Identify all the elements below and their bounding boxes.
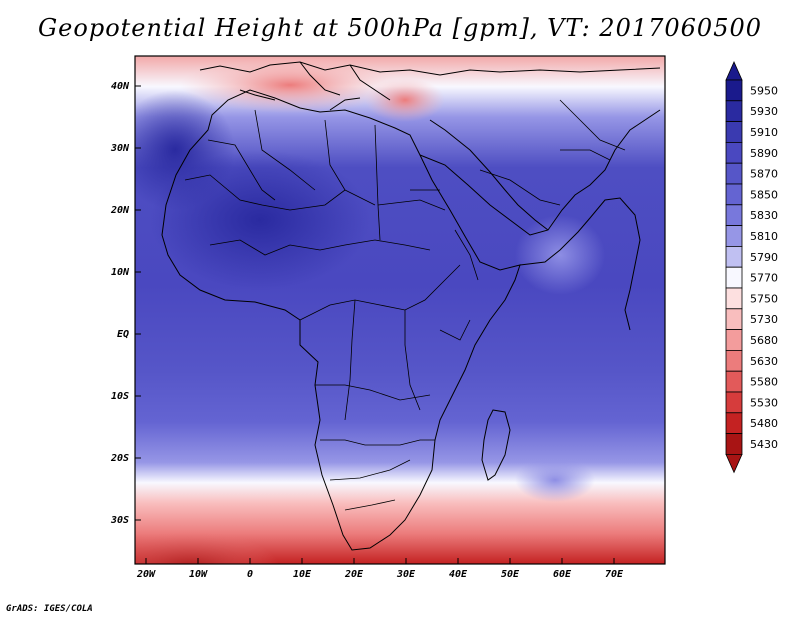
- height-field: [135, 56, 665, 564]
- lat-label: 40N: [111, 81, 130, 92]
- colorbar-label: 5580: [750, 376, 778, 389]
- colorbar-label: 5480: [750, 417, 778, 430]
- lon-label: 50E: [501, 569, 520, 580]
- colorbar-label: 5890: [750, 147, 778, 160]
- colorbar-swatch: [725, 121, 743, 143]
- longitude-axis: 20W 10W 0 10E 20E 30E 40E 50E 60E 70E: [136, 558, 624, 580]
- colorbar-label: 5790: [750, 251, 778, 264]
- colorbar-swatch: [725, 225, 743, 247]
- latitude-axis: 40N 30N 20N 10N EQ 10S 20S 30S: [110, 81, 141, 526]
- colorbar-label: 5910: [750, 126, 778, 139]
- lat-label: 30N: [110, 143, 130, 154]
- coastlines: [161, 61, 661, 551]
- colorbar-swatch: [725, 349, 743, 372]
- colorbar-swatch: [725, 433, 743, 455]
- colorbar-swatch: [725, 204, 743, 227]
- plot-frame: [134, 55, 666, 565]
- lat-label: 30S: [110, 515, 129, 526]
- lat-label: 10S: [111, 391, 129, 402]
- lon-label: 30E: [396, 569, 416, 580]
- lon-label: 20E: [344, 569, 364, 580]
- colorbar-swatch: [725, 183, 743, 206]
- lon-label: 10W: [189, 569, 208, 580]
- colorbar-label: 5950: [750, 84, 778, 97]
- colorbar-swatch: [725, 141, 743, 164]
- lon-label: 10E: [293, 569, 312, 580]
- colorbar-max-arrow: [725, 61, 743, 81]
- colorbar-label: 5750: [750, 292, 778, 305]
- colorbar: 5950 5930 5910 5890 5870 5850 5830 5810 5790 5770…: [725, 61, 778, 474]
- colorbar-label: 5870: [750, 168, 778, 181]
- colorbar-swatch: [725, 100, 743, 123]
- colorbar-swatch: [725, 329, 743, 351]
- colorbar-swatch: [725, 266, 743, 289]
- colorbar-label: 5430: [750, 438, 778, 451]
- lon-label: 20W: [136, 569, 156, 580]
- lat-label: 20S: [110, 453, 129, 464]
- lat-label: EQ: [117, 329, 129, 340]
- country-borders: [184, 99, 626, 511]
- colorbar-swatch: [725, 412, 743, 434]
- colorbar-label: 5830: [750, 209, 778, 222]
- lat-label: 20N: [110, 205, 130, 216]
- lon-label: 70E: [605, 569, 624, 580]
- colorbar-label: 5680: [750, 334, 778, 347]
- colorbar-label: 5930: [750, 105, 778, 118]
- colorbar-swatch: [725, 391, 743, 414]
- lon-label: 40E: [449, 569, 468, 580]
- lon-label: 60E: [553, 569, 572, 580]
- colorbar-swatch: [725, 370, 743, 393]
- colorbar-min-arrow: [725, 453, 743, 474]
- colorbar-label: 5770: [750, 272, 778, 285]
- lat-label: 10N: [111, 267, 130, 278]
- colorbar-swatch: [725, 245, 743, 268]
- colorbar-label: 5530: [750, 396, 778, 409]
- map-title: Geopotential Height at 500hPa [gpm], VT:…: [38, 14, 762, 42]
- credit-text: GrADS: IGES/COLA: [6, 604, 93, 614]
- colorbar-label: 5850: [750, 188, 778, 201]
- colorbar-label: 5730: [750, 313, 778, 326]
- colorbar-label: 5810: [750, 230, 778, 243]
- colorbar-swatch: [725, 162, 743, 185]
- colorbar-label: 5630: [750, 355, 778, 368]
- colorbar-swatch: [725, 287, 743, 310]
- lon-label: 0: [247, 569, 253, 580]
- colorbar-swatch: [725, 79, 743, 102]
- colorbar-swatch: [725, 308, 743, 330]
